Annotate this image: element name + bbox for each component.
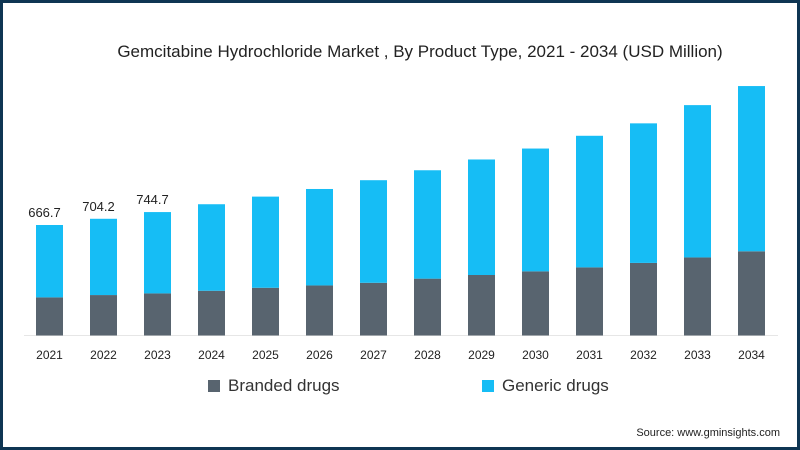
x-tick-label: 2022 [90, 348, 117, 362]
chart-title: Gemcitabine Hydrochloride Market , By Pr… [117, 42, 723, 61]
data-label: 704.2 [82, 199, 115, 214]
legend-item-generic: Generic drugs [482, 376, 609, 396]
x-tick-label: 2033 [684, 348, 711, 362]
bar-branded-2031 [576, 267, 603, 336]
x-tick-label: 2023 [144, 348, 171, 362]
x-tick-label: 2026 [306, 348, 333, 362]
bar-generic-2032 [630, 123, 657, 263]
x-tick-label: 2025 [252, 348, 279, 362]
x-tick-label: 2031 [576, 348, 603, 362]
bar-generic-2027 [360, 180, 387, 283]
bar-branded-2033 [684, 257, 711, 336]
x-tick-label: 2021 [36, 348, 63, 362]
bar-generic-2031 [576, 135, 603, 268]
bar-generic-2023 [144, 212, 171, 294]
bar-generic-2025 [252, 196, 279, 288]
bar-branded-2028 [414, 278, 441, 336]
x-tick-label: 2032 [630, 348, 657, 362]
bar-generic-2033 [684, 105, 711, 258]
data-label: 666.7 [28, 205, 61, 220]
bar-generic-2024 [198, 204, 225, 291]
bar-generic-2034 [738, 86, 765, 252]
source-note: Source: www.gminsights.com [636, 427, 780, 439]
legend-swatch-generic [482, 380, 494, 392]
bar-generic-2022 [90, 218, 117, 296]
bar-generic-2029 [468, 159, 495, 276]
legend-label-generic: Generic drugs [502, 376, 609, 395]
x-tick-label: 2029 [468, 348, 495, 362]
bar-branded-2034 [738, 251, 765, 336]
x-tick-label: 2027 [360, 348, 387, 362]
x-tick-label: 2028 [414, 348, 441, 362]
legend-label-branded: Branded drugs [228, 376, 340, 395]
bar-generic-2028 [414, 170, 441, 279]
bar-generic-2030 [522, 148, 549, 272]
x-tick-label: 2030 [522, 348, 549, 362]
legend-swatch-branded [208, 380, 220, 392]
bar-branded-2025 [252, 287, 279, 336]
bar-branded-2027 [360, 282, 387, 336]
bar-branded-2032 [630, 262, 657, 336]
legend-item-branded: Branded drugs [208, 376, 340, 396]
bar-branded-2029 [468, 275, 495, 336]
bar-branded-2026 [306, 285, 333, 336]
data-label: 744.7 [136, 192, 169, 207]
bar-branded-2024 [198, 290, 225, 336]
bar-generic-2021 [36, 225, 63, 298]
bar-branded-2023 [144, 293, 171, 336]
bar-branded-2021 [36, 297, 63, 336]
x-tick-label: 2024 [198, 348, 225, 362]
bar-branded-2022 [90, 295, 117, 336]
bar-branded-2030 [522, 271, 549, 336]
bar-generic-2026 [306, 188, 333, 286]
x-tick-label: 2034 [738, 348, 765, 362]
